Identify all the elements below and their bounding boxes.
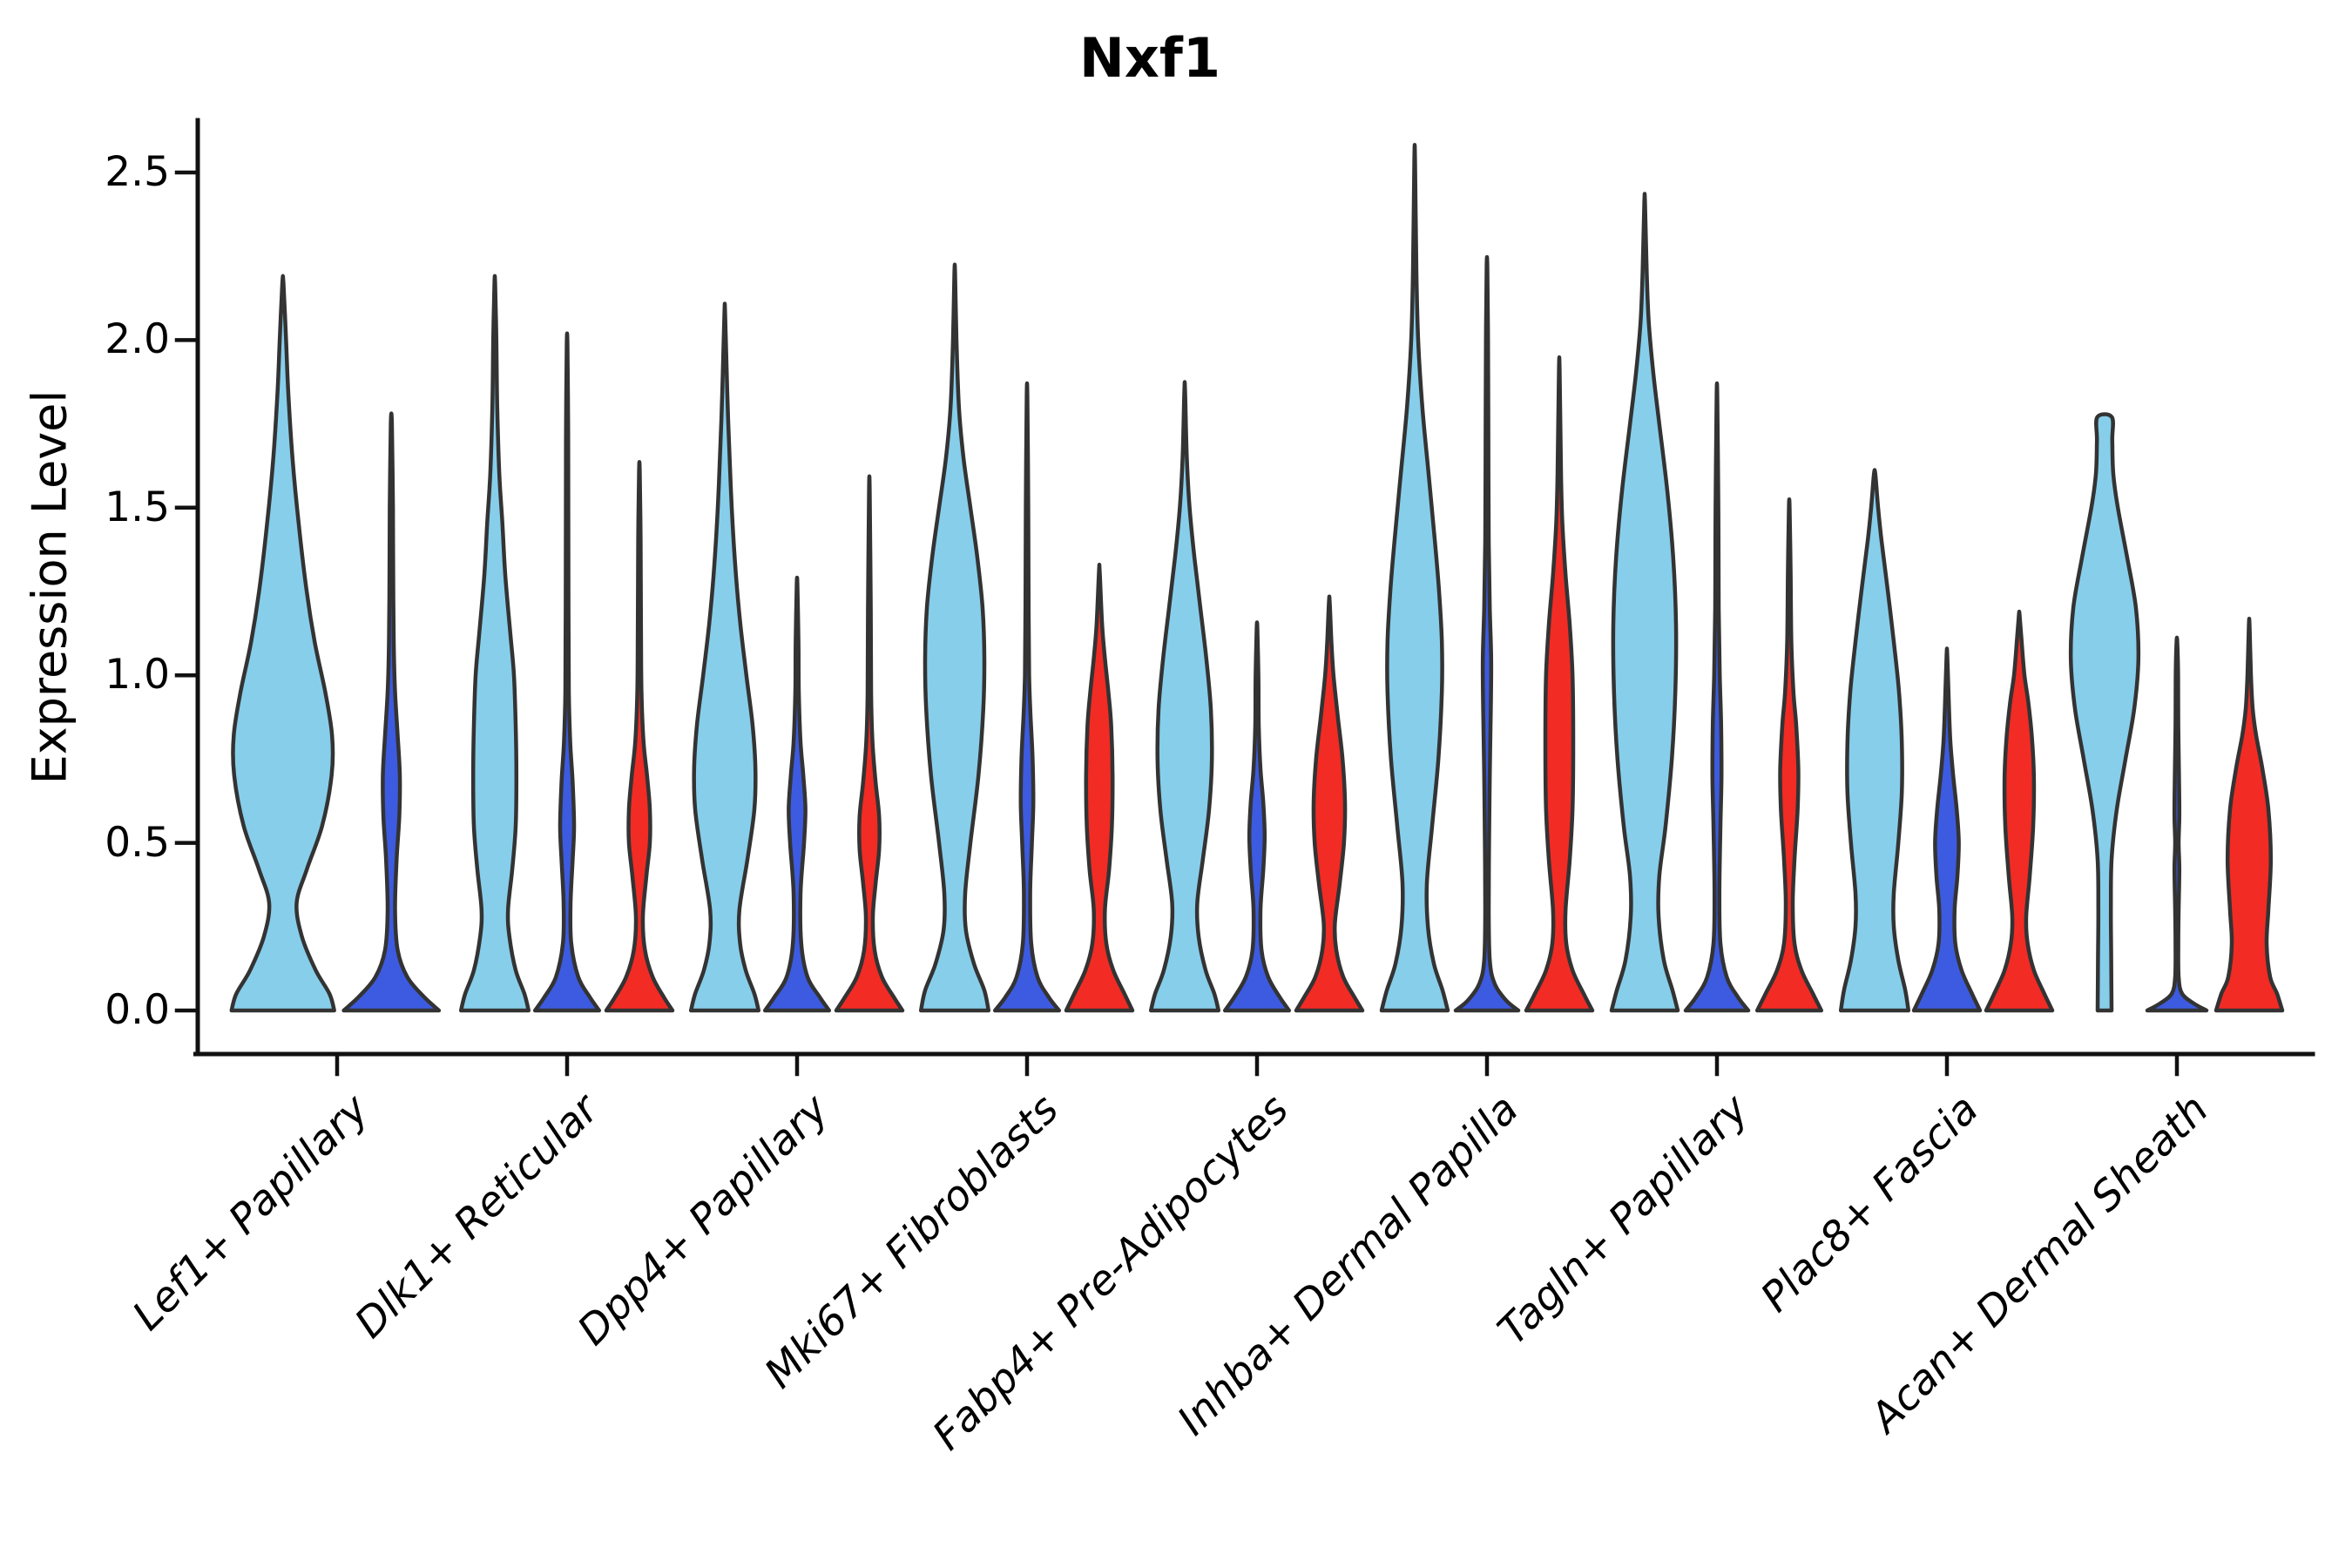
violin-lef1-skyblue <box>229 274 336 1013</box>
violin-lef1-royalblue <box>341 411 442 1013</box>
violin-plac8-red <box>1984 609 2055 1013</box>
violin-acan-red <box>2213 617 2285 1013</box>
violin-fabp4-skyblue <box>1148 380 1221 1013</box>
violin-mki67-royalblue <box>992 381 1062 1013</box>
violin-dlk1-royalblue <box>532 331 602 1013</box>
y-tick-label: 0.0 <box>105 986 170 1034</box>
violin-dpp4-red <box>834 474 905 1013</box>
y-tick-label: 1.5 <box>105 483 170 531</box>
y-tick-label: 2.0 <box>105 315 170 364</box>
violin-mki67-red <box>1064 563 1135 1013</box>
violin-plac8-royalblue <box>1911 646 1983 1013</box>
violin-tagln-royalblue <box>1683 381 1751 1013</box>
violin-acan-royalblue <box>2145 635 2209 1013</box>
violin-inhba-red <box>1524 355 1595 1013</box>
violin-fabp4-royalblue <box>1222 620 1292 1013</box>
violin-acan-skyblue <box>2068 412 2141 1013</box>
violin-inhba-royalblue <box>1453 254 1521 1013</box>
violin-dpp4-royalblue <box>762 575 832 1013</box>
y-tick-label: 2.5 <box>105 148 170 196</box>
violin-tagln-skyblue <box>1609 192 1680 1013</box>
y-tick-label: 0.5 <box>105 818 170 867</box>
violin-dpp4-skyblue <box>688 301 761 1013</box>
y-tick-label: 1.0 <box>105 651 170 700</box>
violin-plac8-skyblue <box>1838 468 1911 1013</box>
violin-fabp4-red <box>1294 594 1365 1013</box>
violin-dlk1-skyblue <box>458 274 531 1013</box>
violin-tagln-red <box>1754 497 1824 1013</box>
violin-mki67-skyblue <box>918 262 991 1013</box>
page-title: Nxf1 <box>1079 26 1220 90</box>
y-axis-label: Expression Level <box>22 389 78 785</box>
violin-inhba-skyblue <box>1379 143 1450 1013</box>
violin-dlk1-red <box>604 460 675 1013</box>
